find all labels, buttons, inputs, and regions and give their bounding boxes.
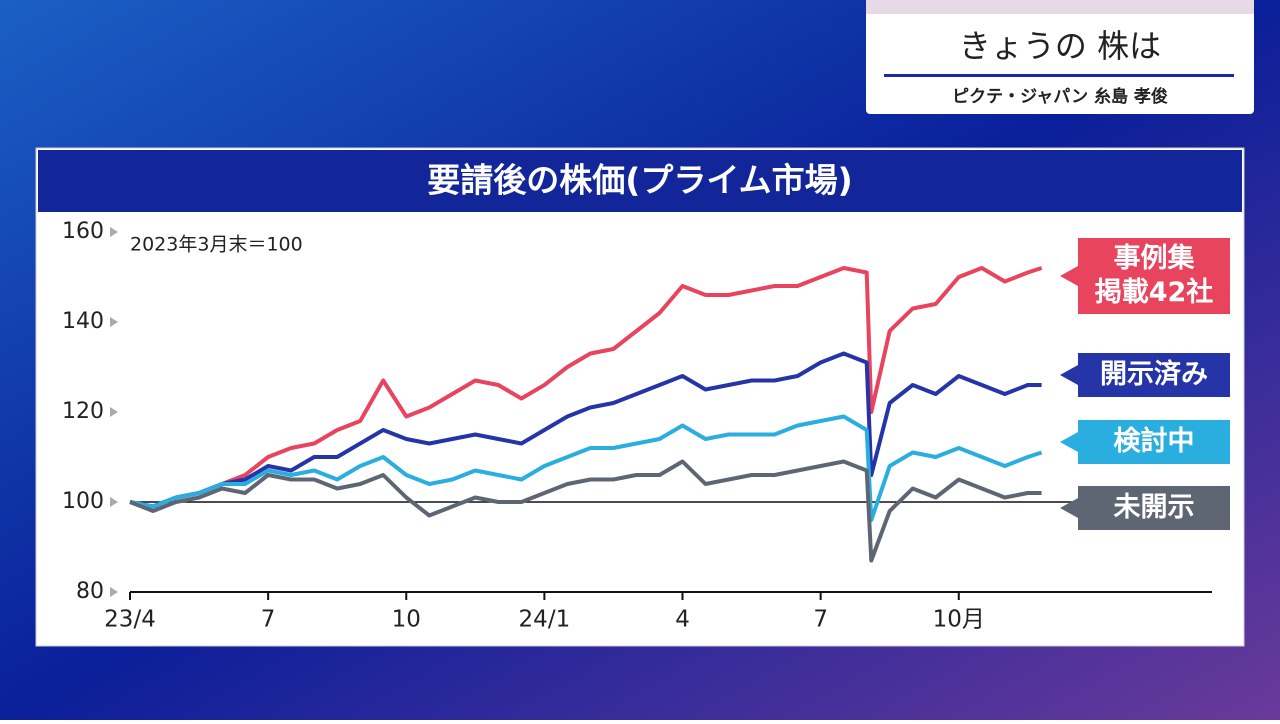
series-line: [129, 351, 1042, 509]
x-tick-label: 10: [392, 607, 421, 633]
x-tick-label: 4: [675, 607, 690, 633]
legend-label-box: 開示済み: [1100, 359, 1208, 390]
header-card: [866, 0, 1254, 114]
y-tick-mark: [110, 497, 118, 507]
legend-label: 事例集 掲載42社: [1094, 243, 1214, 308]
y-tick-mark: [110, 227, 118, 237]
legend-label: 開示済み: [1100, 359, 1208, 390]
x-tick-label: 23/4: [104, 607, 156, 633]
series-line: [129, 266, 1043, 509]
y-tick-label: 120: [62, 399, 104, 424]
legend-box: [1060, 353, 1230, 397]
y-tick-mark: [110, 317, 118, 327]
legend-box: [1060, 420, 1230, 464]
header-title: きょうの 株は: [959, 27, 1161, 65]
x-tick-label: 7: [261, 607, 276, 633]
y-tick-label: 80: [76, 579, 104, 604]
header-strip: [866, 0, 1254, 14]
y-tick-mark: [110, 587, 118, 597]
series-line: [129, 459, 1042, 563]
header-subtitle: ピクテ・ジャパン 糸島 孝俊: [952, 86, 1168, 107]
chart-note: 2023年3月末＝100: [130, 234, 303, 256]
y-tick-label: 140: [62, 309, 104, 334]
legend-label-box: 未開示: [1113, 492, 1195, 523]
y-tick-label: 160: [62, 219, 104, 244]
x-tick-label: 7: [813, 607, 828, 633]
plot: 80 100 120 140 160 23/4 7 10 24/1 4 7 10月 未開示 検討中 開示済み…: [62, 219, 1230, 633]
chart-title: 要請後の株価(プライム市場): [427, 161, 853, 200]
x-tick-label: 24/1: [519, 607, 571, 633]
chart-panel: [35, 147, 1245, 647]
header-rule: [884, 74, 1234, 77]
y-tick-mark: [110, 407, 118, 417]
legend-label: 検討中: [1113, 426, 1195, 457]
legend-box: [1060, 486, 1230, 530]
chart-title-bar: [38, 150, 1242, 212]
legend-label-box: 事例集 掲載42社: [1094, 243, 1214, 308]
legend-label-box: 検討中: [1113, 426, 1195, 457]
legend-box: [1060, 238, 1230, 314]
series-line: [129, 414, 1043, 522]
y-tick-label: 100: [62, 489, 104, 514]
x-tick-label: 10月: [933, 607, 985, 633]
legend-label: 未開示: [1113, 492, 1195, 523]
